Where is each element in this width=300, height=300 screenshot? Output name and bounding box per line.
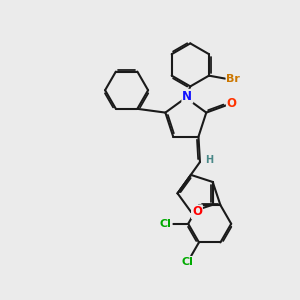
Text: Cl: Cl <box>160 219 172 229</box>
Text: O: O <box>192 205 202 218</box>
Text: Br: Br <box>226 74 240 84</box>
Text: Cl: Cl <box>182 257 194 267</box>
Text: O: O <box>227 97 237 110</box>
Text: H: H <box>206 154 214 165</box>
Text: N: N <box>182 90 192 103</box>
